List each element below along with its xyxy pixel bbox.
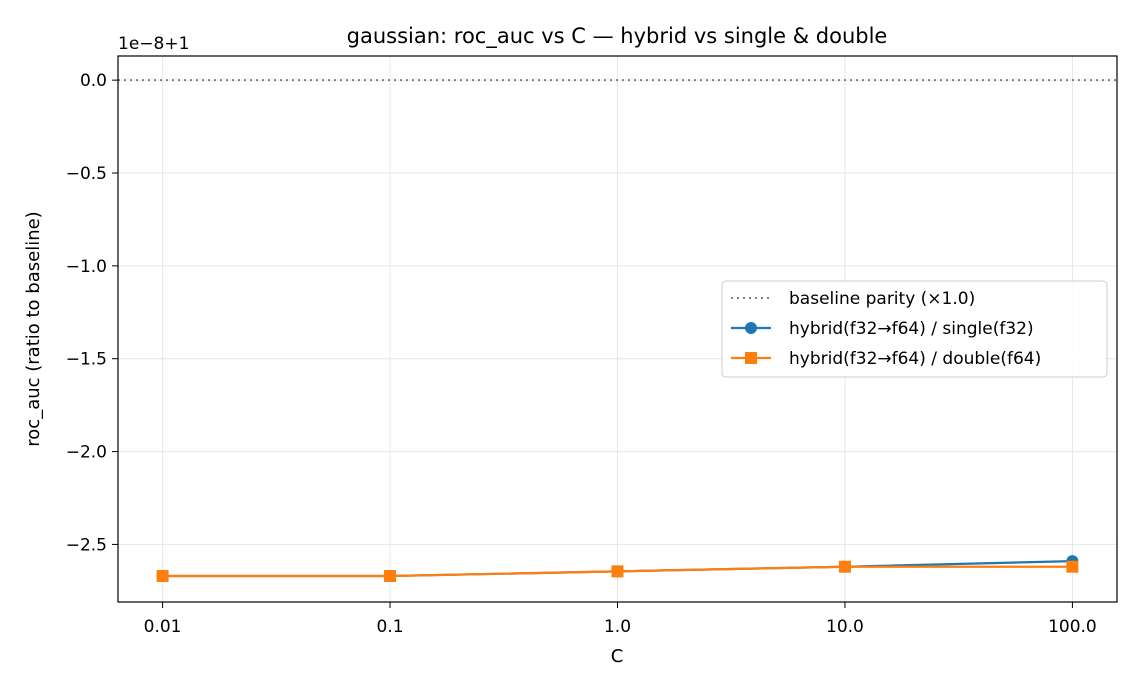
legend: baseline parity (×1.0) hybrid(f32→f64) /… [721, 280, 1108, 378]
legend-double-marker [745, 352, 757, 364]
series-2-point [1066, 560, 1079, 573]
y-tick-label: −2.5 [66, 535, 107, 555]
legend-double-label: hybrid(f32→f64) / double(f64) [789, 349, 1041, 369]
legend-single-label: hybrid(f32→f64) / single(f32) [789, 319, 1034, 339]
y-tick-label: −1.0 [66, 257, 107, 277]
series-2-point [384, 570, 397, 582]
chart-title: gaussian: roc_auc vs C — hybrid vs singl… [347, 24, 888, 49]
ticks: 0.01 0.1 1.0 10.0 100.0 0.0 −0.5 −1.0 −1.5 −2.0 −2… [66, 71, 1097, 637]
x-axis-label: C [611, 646, 624, 667]
series-layer [156, 555, 1079, 582]
x-tick-label: 0.01 [144, 617, 182, 637]
x-tick-label: 0.1 [377, 617, 404, 637]
y-axis-label: roc_auc (ratio to baseline) [23, 211, 44, 446]
legend-box [721, 280, 1108, 378]
x-tick-label: 1.0 [604, 617, 631, 637]
y-tick-label: −0.5 [66, 164, 107, 184]
series-2-point [838, 560, 851, 573]
legend-single-marker [745, 322, 757, 334]
series-2-point [611, 565, 624, 578]
y-tick-label: −2.0 [66, 443, 107, 463]
grid [118, 56, 1117, 602]
x-tick-label: 100.0 [1048, 617, 1097, 637]
y-tick-label: −1.5 [66, 350, 107, 370]
x-tick-label: 10.0 [826, 617, 864, 637]
legend-baseline-label: baseline parity (×1.0) [789, 289, 975, 309]
y-offset-label: 1e−8+1 [118, 34, 189, 54]
y-tick-label: 0.0 [80, 71, 107, 91]
series-2-point [156, 570, 169, 582]
